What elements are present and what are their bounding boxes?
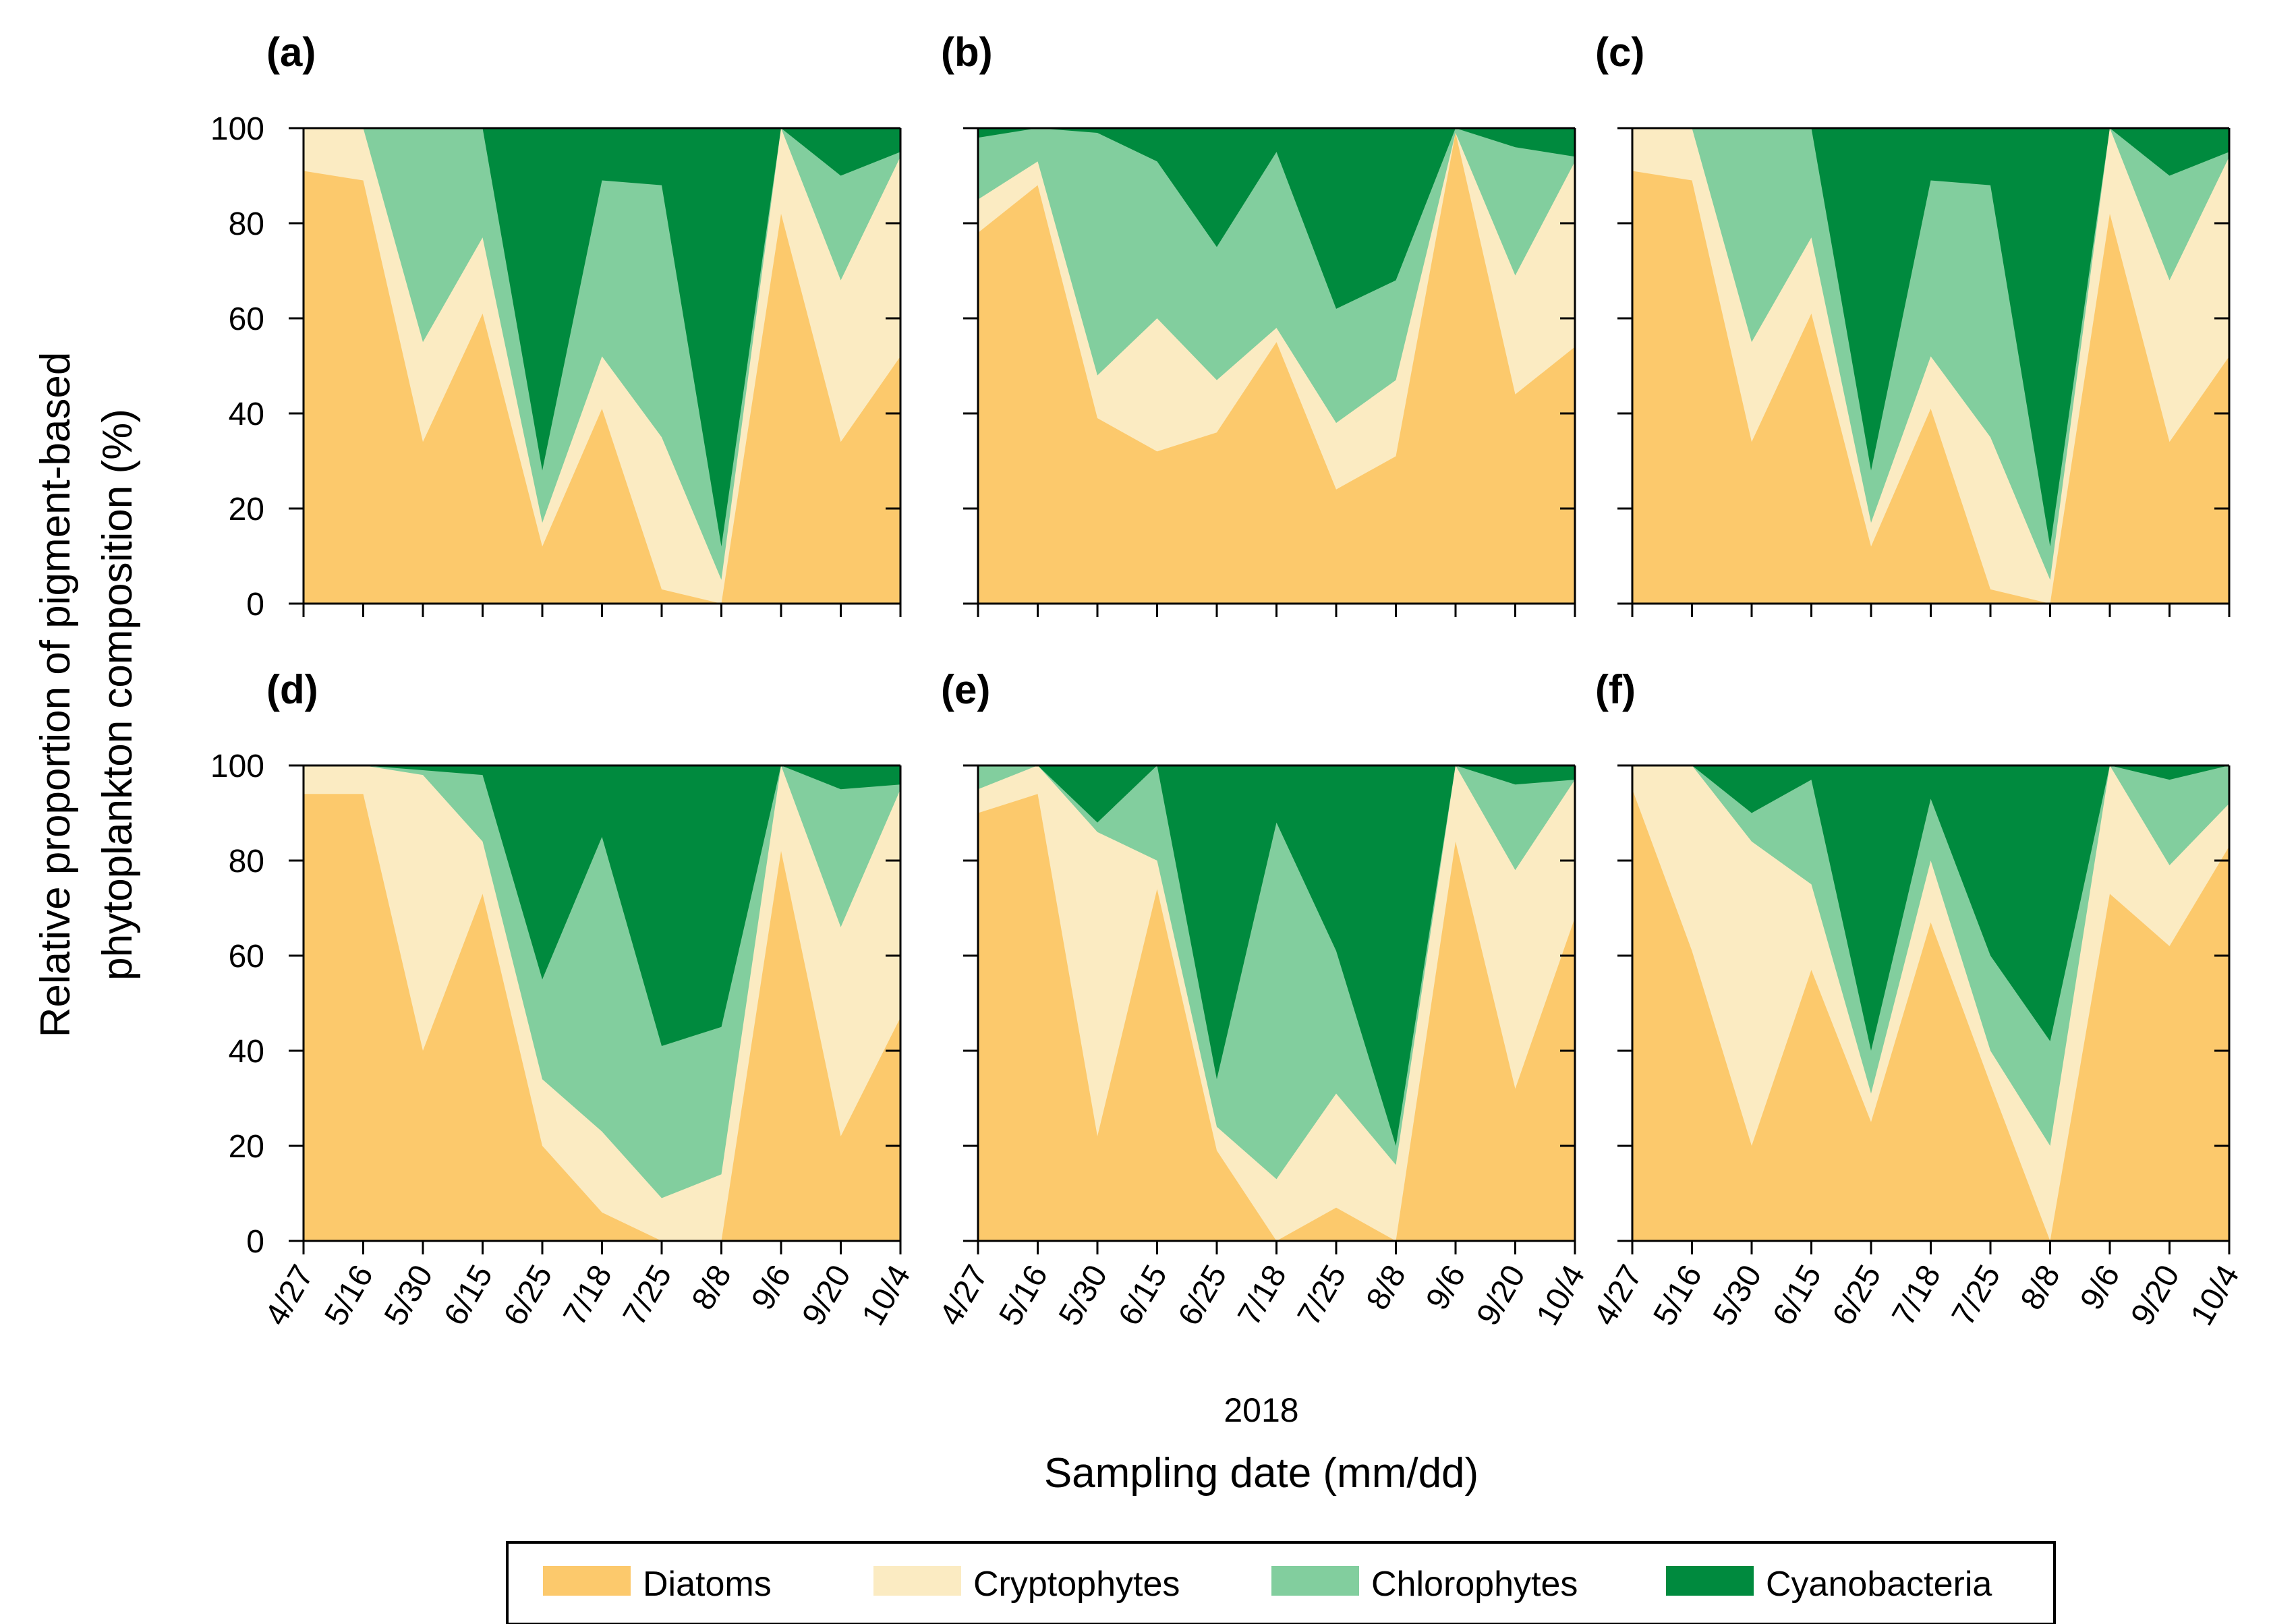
- legend-swatch-chlorophytes: [1271, 1566, 1359, 1596]
- y-tick-label: 40: [229, 1034, 264, 1070]
- x-tick-label: 5/16: [992, 1259, 1055, 1331]
- x-tick-label: 6/15: [1766, 1259, 1829, 1331]
- y-tick-label: 40: [229, 397, 264, 432]
- x-tick-label: 6/15: [1112, 1259, 1174, 1331]
- panel-label: (d): [266, 667, 318, 712]
- x-tick-label: 6/25: [1172, 1259, 1234, 1331]
- panel-label: (c): [1595, 30, 1644, 75]
- legend-label-diatoms: Diatoms: [643, 1565, 772, 1604]
- y-tick-label: 80: [229, 844, 264, 879]
- x-tick-label: 9/20: [1470, 1259, 1532, 1331]
- x-tick-label: 4/27: [1587, 1259, 1650, 1331]
- x-tick-label: 9/6: [1419, 1259, 1472, 1316]
- x-tick-label: 4/27: [258, 1259, 321, 1331]
- y-axis-label-line2: phytoplankton composition (%): [94, 409, 141, 981]
- y-tick-label: 80: [229, 206, 264, 242]
- x-tick-label: 5/30: [378, 1259, 440, 1331]
- y-tick-label: 100: [210, 111, 264, 147]
- panel-c: (c): [1595, 30, 2231, 617]
- panel-label: (a): [266, 30, 316, 75]
- area-diatoms: [1632, 171, 2229, 604]
- x-tick-label: 7/18: [1231, 1259, 1294, 1331]
- x-tick-label: 9/20: [2124, 1259, 2187, 1331]
- x-tick-label: 6/15: [437, 1259, 500, 1331]
- panel-label: (b): [941, 30, 993, 75]
- x-axis-year-label: 2018: [1224, 1391, 1298, 1429]
- legend-label-cryptophytes: Cryptophytes: [973, 1565, 1180, 1604]
- panel-e: 4/275/165/306/156/257/187/25 8/8 9/69/2010…: [933, 667, 1592, 1331]
- y-tick-label: 60: [229, 939, 264, 975]
- y-tick-label: 0: [246, 1224, 264, 1260]
- legend-swatch-cyanobacteria: [1666, 1566, 1754, 1596]
- x-tick-label: 8/8: [2014, 1259, 2067, 1316]
- legend-swatch-diatoms: [543, 1566, 631, 1596]
- legend-label-chlorophytes: Chlorophytes: [1371, 1565, 1578, 1604]
- x-tick-label: 5/16: [318, 1259, 380, 1331]
- x-tick-label: 5/30: [1052, 1259, 1115, 1331]
- y-axis-label-line1: Relative proportion of pigment-based: [32, 352, 79, 1038]
- y-tick-label: 20: [229, 1129, 264, 1165]
- y-tick-label: 100: [210, 749, 264, 784]
- panel-d: 0 20 40 60 80 100 4/275/165/306/156/257/187/25…: [210, 667, 918, 1331]
- panel-label: (f): [1595, 667, 1636, 712]
- x-tick-label: 7/25: [616, 1259, 679, 1331]
- x-tick-label: 8/8: [685, 1259, 739, 1316]
- x-tick-label: 8/8: [1360, 1259, 1413, 1316]
- area-diatoms: [978, 133, 1575, 604]
- x-tick-label: 10/4: [855, 1259, 918, 1331]
- area-diatoms: [304, 794, 900, 1241]
- x-tick-label: 10/4: [1530, 1259, 1592, 1331]
- legend-swatch-cryptophytes: [873, 1566, 961, 1596]
- panel-label: (e): [941, 667, 990, 712]
- y-axis-label: Relative proportion of pigment-based phy…: [32, 352, 141, 1038]
- x-tick-label: 7/25: [1291, 1259, 1354, 1331]
- x-tick-label: 7/18: [1885, 1259, 1948, 1331]
- x-tick-label: 5/16: [1646, 1259, 1709, 1331]
- x-tick-label: 6/25: [497, 1259, 560, 1331]
- panel-f: 4/275/165/306/156/257/187/25 8/8 9/69/2010…: [1587, 667, 2247, 1331]
- x-tick-label: 7/18: [556, 1259, 619, 1331]
- legend-frame: [506, 1541, 2056, 1624]
- x-tick-label: 5/30: [1706, 1259, 1769, 1331]
- legend: Diatoms Cryptophytes Chlorophytes Cyanobact…: [506, 1541, 2056, 1624]
- x-tick-label: 10/4: [2184, 1259, 2247, 1331]
- area-diatoms: [304, 171, 900, 604]
- area-diatoms: [978, 794, 1575, 1241]
- x-tick-label: 4/27: [933, 1259, 996, 1331]
- x-tick-label: 9/20: [795, 1259, 858, 1331]
- x-tick-label: 9/6: [2073, 1259, 2127, 1316]
- legend-label-cyanobacteria: Cyanobacteria: [1766, 1565, 1992, 1604]
- panel-b: (b): [941, 30, 1576, 617]
- y-tick-label: 60: [229, 301, 264, 337]
- x-tick-label: 7/25: [1945, 1259, 2008, 1331]
- x-tick-label: 6/25: [1826, 1259, 1889, 1331]
- x-tick-label: 9/6: [745, 1259, 798, 1316]
- area-diatoms: [1632, 789, 2229, 1241]
- y-tick-label: 0: [246, 587, 264, 622]
- y-tick-label: 20: [229, 492, 264, 527]
- panel-a: 0 20 40 60 80 100(a): [210, 30, 902, 622]
- x-axis-label: Sampling date (mm/dd): [1044, 1450, 1478, 1497]
